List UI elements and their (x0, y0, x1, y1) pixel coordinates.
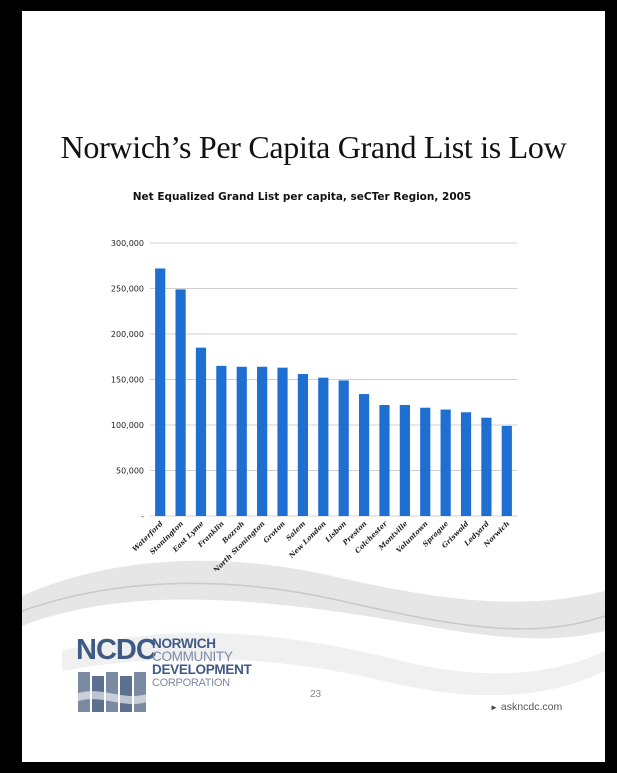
y-tick-label: - (141, 512, 144, 521)
bar-groton (277, 368, 287, 516)
y-axis-ticks: - 50,000 100,000 150,000 200,000 250,000 300,0… (111, 239, 144, 521)
bar-lisbon (339, 380, 349, 516)
bar-voluntown (420, 408, 430, 516)
bar-ledyard (481, 418, 491, 516)
bar-colchester (379, 405, 389, 516)
page-number: 23 (310, 689, 321, 700)
y-tick-label: 150,000 (111, 376, 144, 385)
ncdc-logo: NCDC NORWICH COMMUNITY DEVELOPMENT CORPO… (76, 634, 256, 714)
logo-line-4: CORPORATION (152, 676, 230, 690)
y-tick-label: 50,000 (116, 467, 144, 476)
bar-preston (359, 394, 369, 516)
bar-griswold (461, 412, 471, 516)
bar-chart: - 50,000 100,000 150,000 200,000 250,000 300,0… (22, 11, 605, 571)
bar-layer (155, 268, 512, 516)
bar-salem (298, 374, 308, 516)
bar-franklin (216, 366, 226, 516)
y-tick-label: 200,000 (111, 330, 144, 339)
bar-norwich (502, 426, 512, 516)
website-link[interactable]: ► askncdc.com (490, 701, 562, 713)
arrow-right-icon: ► (490, 703, 498, 712)
logo-abbrev: NCDC (76, 634, 156, 667)
bar-east-lyme (196, 348, 206, 516)
bar-sprague (441, 410, 451, 516)
website-text: askncdc.com (501, 701, 562, 713)
bar-north-stonington (257, 367, 267, 516)
y-tick-label: 300,000 (111, 239, 144, 248)
slide: Norwich’s Per Capita Grand List is Low N… (22, 11, 605, 762)
y-tick-label: 250,000 (111, 285, 144, 294)
bar-bozrah (237, 367, 247, 516)
logo-line-3: DEVELOPMENT (152, 663, 251, 677)
bar-stonington (175, 289, 185, 516)
bar-montville (400, 405, 410, 516)
y-tick-label: 100,000 (111, 421, 144, 430)
x-tick-label: Groton (261, 519, 287, 545)
bar-waterford (155, 268, 165, 516)
bar-new-london (318, 378, 328, 516)
